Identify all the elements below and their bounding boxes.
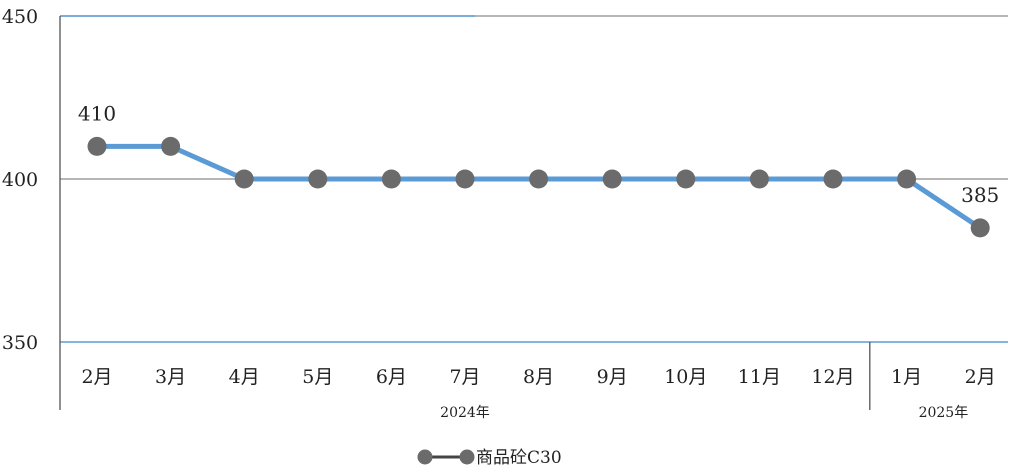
data-point — [602, 169, 622, 189]
legend-marker-icon — [459, 449, 475, 465]
data-point — [897, 169, 917, 189]
x-tick-label: 8月 — [523, 366, 554, 388]
data-point — [676, 169, 696, 189]
data-point — [381, 169, 401, 189]
x-tick-label: 2月 — [965, 366, 996, 388]
data-point — [308, 169, 328, 189]
data-point — [970, 218, 990, 238]
y-tick-label-400: 400 — [2, 169, 38, 191]
x-tick-label: 2月 — [81, 366, 112, 388]
legend-label: 商品砼C30 — [476, 448, 562, 468]
x-tick-label: 9月 — [597, 366, 628, 388]
x-tick-label: 5月 — [302, 366, 333, 388]
data-point — [161, 136, 181, 156]
data-point — [529, 169, 549, 189]
x-tick-label: 7月 — [449, 366, 480, 388]
data-label: 410 — [78, 101, 116, 125]
y-tick-label-450: 450 — [2, 6, 38, 28]
x-tick-label: 1月 — [891, 366, 922, 388]
x-group-label: 2025年 — [919, 405, 969, 421]
data-point — [823, 169, 843, 189]
legend-marker-icon — [417, 449, 433, 465]
data-point — [749, 169, 769, 189]
data-point — [87, 136, 107, 156]
x-tick-label: 6月 — [376, 366, 407, 388]
x-tick-label: 3月 — [155, 366, 186, 388]
y-tick-label-350: 350 — [2, 332, 38, 354]
x-group-label: 2024年 — [440, 405, 490, 421]
data-label: 385 — [961, 183, 999, 207]
x-tick-label: 12月 — [811, 366, 854, 388]
x-tick-label: 10月 — [664, 366, 707, 388]
x-tick-label: 4月 — [229, 366, 260, 388]
data-point — [455, 169, 475, 189]
data-point — [234, 169, 254, 189]
x-tick-label: 11月 — [738, 366, 781, 388]
